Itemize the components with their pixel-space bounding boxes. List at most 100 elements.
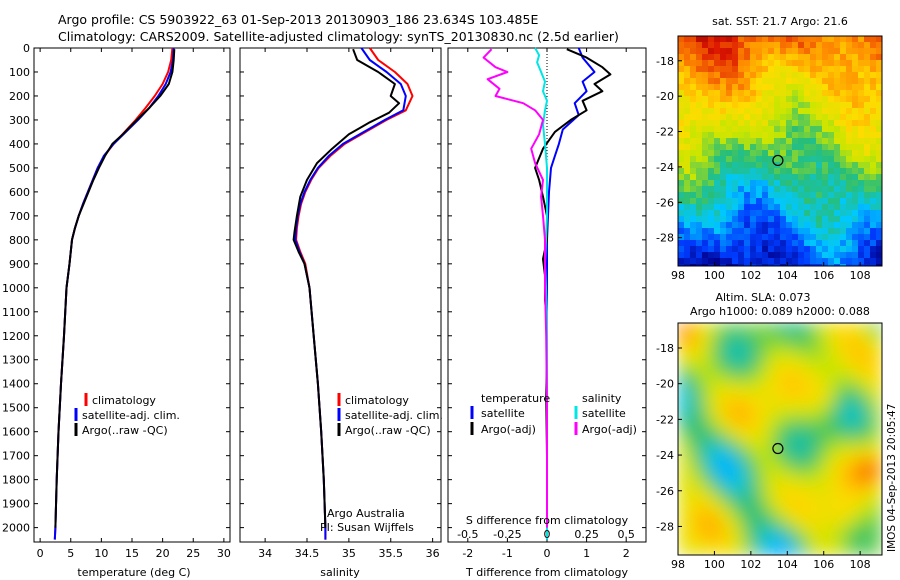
heatmap-cell	[710, 443, 715, 448]
heatmap-cell	[826, 355, 831, 360]
heatmap-cell	[708, 192, 715, 199]
heatmap-cell	[806, 471, 811, 476]
heatmap-cell	[838, 535, 843, 540]
heatmap-cell	[714, 499, 719, 504]
heatmap-cell	[782, 331, 787, 336]
heatmap-cell	[710, 419, 715, 424]
heatmap-cell	[846, 375, 851, 380]
heatmap-cell	[730, 327, 735, 332]
heatmap-cell	[766, 551, 771, 555]
heatmap-cell	[810, 114, 817, 121]
heatmap-cell	[822, 144, 829, 151]
heatmap-cell	[744, 78, 751, 85]
heatmap-cell	[806, 531, 811, 536]
heatmap-cell	[750, 371, 755, 376]
heatmap-cell	[738, 180, 745, 187]
salinity-legend: climatology satellite-adj. clim. Argo(..…	[337, 393, 443, 437]
heatmap-cell	[768, 186, 775, 193]
heatmap-cell	[706, 479, 711, 484]
heatmap-cell	[678, 331, 683, 336]
heatmap-cell	[814, 475, 819, 480]
heatmap-cell	[858, 451, 863, 456]
heatmap-cell	[810, 84, 817, 91]
heatmap-cell	[778, 467, 783, 472]
heatmap-cell	[690, 132, 697, 139]
heatmap-cell	[758, 459, 763, 464]
heatmap-cell	[762, 535, 767, 540]
depth-tick-label: 1200	[2, 330, 30, 343]
heatmap-cell	[714, 519, 719, 524]
heatmap-cell	[804, 210, 811, 217]
heatmap-cell	[768, 258, 775, 265]
heatmap-cell	[722, 343, 727, 348]
heatmap-cell	[770, 527, 775, 532]
heatmap-cell	[746, 375, 751, 380]
heatmap-cell	[774, 471, 779, 476]
heatmap-cell	[818, 535, 823, 540]
depth-tick-label: 800	[9, 234, 30, 247]
heatmap-cell	[706, 507, 711, 512]
heatmap-cell	[850, 395, 855, 400]
heatmap-cell	[822, 246, 829, 253]
heatmap-cell	[714, 479, 719, 484]
heatmap-cell	[726, 144, 733, 151]
heatmap-cell	[874, 371, 879, 376]
heatmap-cell	[840, 42, 847, 49]
heatmap-cell	[694, 359, 699, 364]
heatmap-cell	[866, 327, 871, 332]
heatmap-cell	[678, 144, 685, 151]
heatmap-cell	[678, 54, 685, 61]
heatmap-cell	[828, 156, 835, 163]
heatmap-cell	[850, 443, 855, 448]
heatmap-cell	[762, 168, 769, 175]
heatmap-cell	[778, 423, 783, 428]
heatmap-cell	[780, 162, 787, 169]
heatmap-cell	[714, 252, 721, 259]
heatmap-cell	[806, 347, 811, 352]
heatmap-cell	[806, 539, 811, 544]
heatmap-cell	[708, 90, 715, 97]
heatmap-cell	[718, 363, 723, 368]
heatmap-cell	[818, 327, 823, 332]
heatmap-cell	[810, 180, 817, 187]
heatmap-cell	[850, 403, 855, 408]
heatmap-cell	[738, 162, 745, 169]
heatmap-cell	[874, 471, 879, 476]
heatmap-cell	[828, 138, 835, 145]
heatmap-cell	[822, 192, 829, 199]
heatmap-cell	[842, 547, 847, 552]
heatmap-cell	[770, 431, 775, 436]
heatmap-cell	[842, 467, 847, 472]
heatmap-cell	[746, 371, 751, 376]
heatmap-cell	[706, 423, 711, 428]
heatmap-cell	[762, 419, 767, 424]
heatmap-cell	[846, 483, 851, 488]
heatmap-cell	[814, 375, 819, 380]
heatmap-cell	[686, 371, 691, 376]
heatmap-cell	[726, 363, 731, 368]
heatmap-cell	[786, 96, 793, 103]
heatmap-cell	[858, 78, 865, 85]
heatmap-cell	[802, 383, 807, 388]
heatmap-cell	[798, 323, 803, 328]
heatmap-cell	[766, 451, 771, 456]
heatmap-cell	[730, 387, 735, 392]
heatmap-cell	[822, 403, 827, 408]
heatmap-cell	[814, 403, 819, 408]
heatmap-cell	[694, 355, 699, 360]
heatmap-cell	[710, 327, 715, 332]
heatmap-cell	[846, 467, 851, 472]
heatmap-cell	[762, 395, 767, 400]
heatmap-cell	[730, 539, 735, 544]
heatmap-cell	[790, 475, 795, 480]
heatmap-cell	[698, 547, 703, 552]
heatmap-cell	[850, 511, 855, 516]
heatmap-cell	[698, 491, 703, 496]
heatmap-cell	[804, 192, 811, 199]
heatmap-cell	[774, 335, 779, 340]
heatmap-cell	[802, 327, 807, 332]
heatmap-cell	[698, 323, 703, 328]
heatmap-cell	[698, 463, 703, 468]
heatmap-cell	[718, 395, 723, 400]
heatmap-cell	[762, 174, 769, 181]
